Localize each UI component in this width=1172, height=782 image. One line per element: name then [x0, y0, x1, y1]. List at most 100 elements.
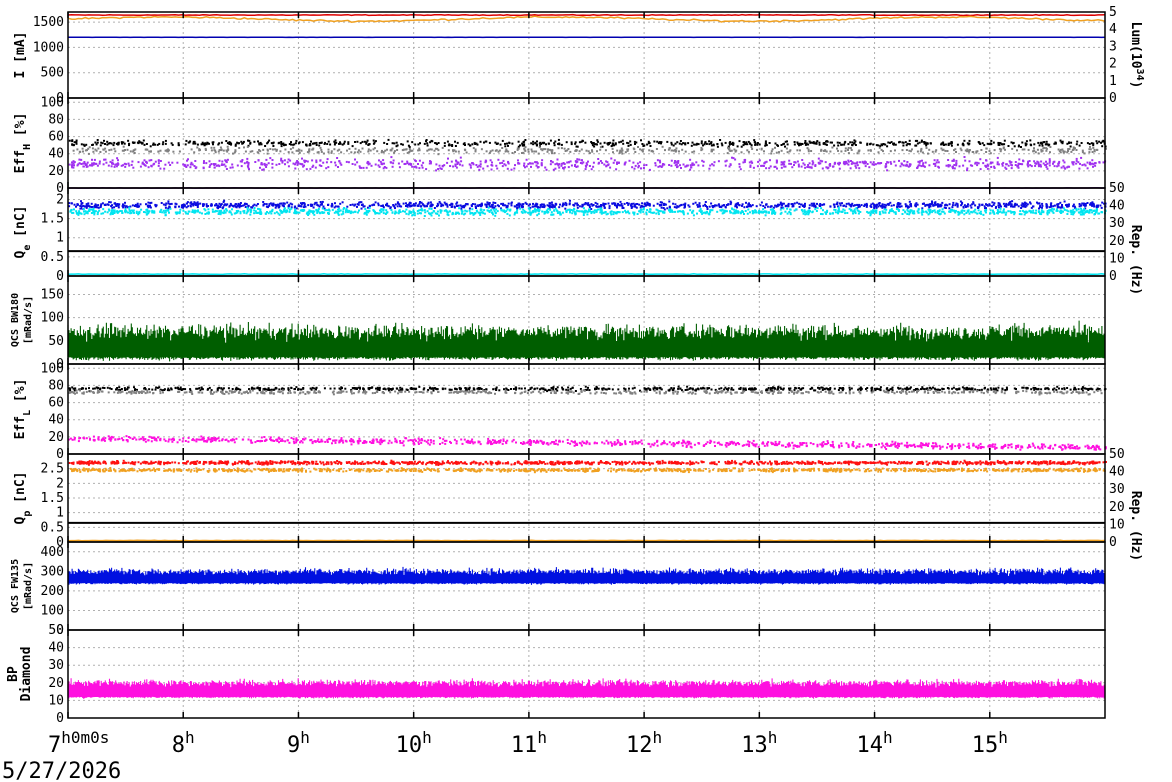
scatter-point	[739, 212, 742, 215]
scatter-point	[1076, 140, 1079, 143]
scatter-point	[221, 211, 224, 214]
scatter-point	[301, 209, 304, 212]
scatter-point	[680, 167, 682, 169]
scatter-point	[1096, 205, 1099, 208]
scatter-point	[115, 203, 118, 206]
scatter-point	[129, 205, 132, 208]
y-tick-label: 0	[56, 357, 64, 372]
scatter-point	[418, 149, 421, 152]
scatter-point	[804, 213, 807, 216]
scatter-point	[494, 214, 497, 217]
scatter-point	[768, 167, 771, 170]
scatter-point	[940, 147, 943, 150]
scatter-point	[236, 204, 239, 207]
scatter-point	[507, 144, 509, 147]
scatter-point	[418, 167, 421, 170]
scatter-point	[738, 140, 741, 143]
scatter-point	[418, 159, 421, 162]
scatter-point	[488, 151, 491, 154]
scatter-point	[1038, 202, 1041, 205]
scatter-point	[976, 161, 979, 164]
scatter-point	[590, 168, 593, 171]
scatter-point	[536, 166, 539, 169]
scatter-point	[559, 203, 561, 206]
scatter-point	[658, 210, 661, 212]
scatter-point	[523, 148, 526, 151]
scatter-point	[224, 203, 227, 206]
scatter-point	[720, 142, 723, 145]
scatter-point	[123, 142, 126, 145]
scatter-point	[961, 201, 964, 204]
scatter-point	[1048, 164, 1051, 167]
scatter-point	[184, 164, 187, 167]
scatter-point	[953, 167, 956, 170]
scatter-point	[1002, 161, 1005, 164]
scatter-point	[152, 211, 155, 214]
scatter-point	[451, 144, 454, 146]
scatter-point	[309, 203, 312, 206]
scatter-point	[1048, 160, 1051, 162]
scatter-point	[420, 201, 423, 204]
scatter-point	[275, 211, 278, 214]
scatter-point	[788, 159, 791, 162]
scatter-point	[1037, 163, 1040, 166]
scatter-point	[821, 213, 824, 216]
scatter-point	[847, 159, 850, 162]
scatter-point	[253, 207, 256, 209]
scatter-point	[164, 214, 167, 217]
scatter-point	[775, 204, 778, 207]
scatter-point	[85, 387, 87, 390]
scatter-point	[682, 203, 685, 206]
scatter-point	[290, 143, 293, 146]
scatter-point	[144, 211, 147, 214]
scatter-point	[596, 139, 599, 142]
scatter-point	[567, 389, 570, 392]
scatter-point	[219, 205, 222, 208]
scatter-point	[1025, 143, 1028, 146]
scatter-point	[265, 166, 268, 168]
scatter-point	[918, 164, 921, 167]
scatter-point	[169, 164, 172, 166]
scatter-point	[816, 140, 819, 143]
scatter-point	[671, 209, 673, 212]
series-current-0	[67, 13, 1106, 17]
scatter-point	[1046, 143, 1049, 146]
scatter-point	[253, 209, 256, 212]
scatter-point	[518, 206, 521, 209]
scatter-point	[520, 387, 523, 390]
scatter-point	[676, 205, 679, 208]
scatter-point	[690, 144, 693, 147]
scatter-point	[886, 169, 889, 172]
scatter-point	[1078, 203, 1081, 205]
scatter-point	[757, 160, 760, 163]
scatter-point	[923, 388, 926, 391]
scatter-point	[729, 203, 732, 206]
scatter-point	[426, 205, 428, 208]
scatter-point	[277, 212, 280, 215]
scatter-point	[1050, 202, 1053, 205]
scatter-point	[763, 162, 766, 165]
scatter-point	[632, 161, 635, 164]
scatter-point	[246, 145, 249, 148]
scatter-point	[254, 161, 257, 163]
scatter-point	[710, 142, 712, 145]
scatter-point	[1088, 163, 1091, 165]
scatter-point	[1067, 205, 1070, 208]
scatter-point	[1034, 212, 1037, 215]
scatter-point	[536, 214, 539, 217]
scatter-point	[873, 205, 876, 208]
scatter-point	[524, 201, 527, 204]
scatter-point	[840, 150, 843, 153]
scatter-point	[169, 207, 172, 210]
scatter-point	[755, 211, 758, 214]
scatter-point	[469, 166, 472, 169]
scatter-point	[657, 213, 660, 216]
scatter-point	[228, 210, 231, 213]
scatter-point	[359, 201, 362, 204]
scatter-point	[392, 162, 395, 165]
scatter-point	[722, 211, 725, 214]
scatter-point	[942, 143, 945, 146]
scatter-point	[1088, 151, 1091, 154]
scatter-point	[167, 202, 170, 205]
scatter-point	[734, 158, 737, 161]
